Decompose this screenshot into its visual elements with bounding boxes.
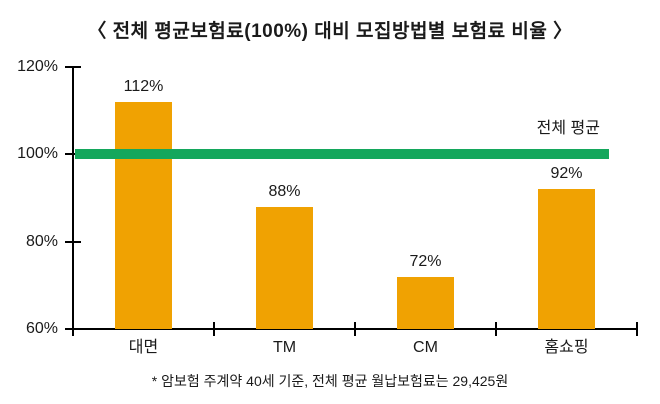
y-tick-label: 80% [25,232,58,250]
x-axis-tick [72,322,74,336]
y-tick-label: 120% [17,58,58,75]
y-axis-tick [65,66,81,68]
y-axis-line [72,67,74,331]
x-category-label: CM [413,339,438,356]
bar-value-label: 72% [409,252,442,270]
y-axis-tick [65,240,81,243]
y-tick-label: 100% [17,145,58,163]
x-category-label: 홈쇼핑 [544,339,589,356]
x-category-label: TM [272,339,297,356]
reference-line [75,149,609,160]
x-category-label: 대면 [128,339,159,356]
x-axis-tick [213,322,215,336]
bar [115,101,172,329]
bar-value-label: 112% [123,77,164,95]
x-axis-tick [354,322,356,336]
x-axis-tick [636,322,638,336]
bar-value-label: 88% [268,182,301,200]
chart-title: 〈 전체 평균보험료(100%) 대비 모집방법별 보험료 비율 〉 [87,21,573,42]
bar [397,276,454,329]
bar [538,189,595,329]
y-tick-label: 60% [25,320,58,337]
x-axis-tick [495,322,497,336]
bar [256,206,313,329]
chart-footnote: * 암보험 주계약 40세 기준, 전체 평균 월납보험료는 29,425원 [151,373,509,389]
bar-value-label: 92% [550,165,583,183]
y-axis-tick [65,153,81,156]
reference-line-label: 전체 평균 [536,120,600,137]
